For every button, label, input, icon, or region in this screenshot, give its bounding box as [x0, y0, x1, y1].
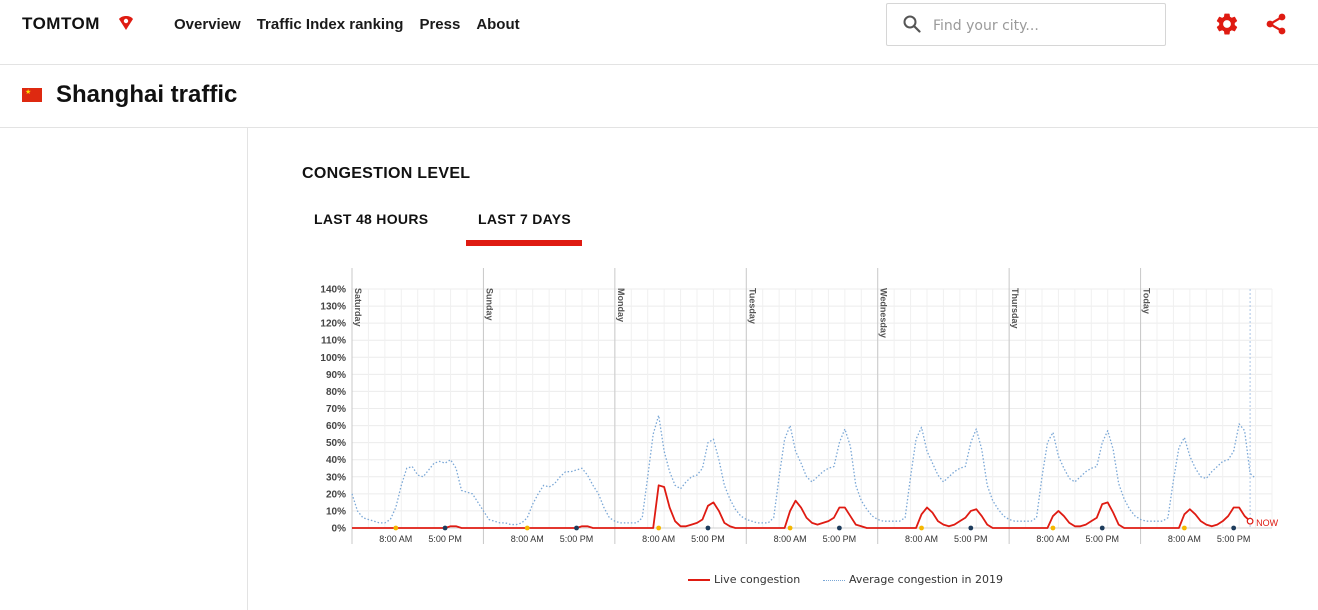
- y-tick-label: 140%: [320, 285, 346, 296]
- x-tick-label: 8:00 AM: [774, 534, 807, 544]
- nav-traffic-index-ranking[interactable]: Traffic Index ranking: [256, 16, 404, 33]
- legend-live-label: Live congestion: [714, 573, 801, 586]
- top-navigation-bar: TOMTOM Overview Traffic Index ranking Pr…: [0, 0, 1318, 65]
- morning-peak-marker: [524, 525, 530, 531]
- active-tab-indicator: [466, 240, 582, 246]
- y-tick-label: 10%: [326, 506, 346, 517]
- day-label: Sunday: [484, 288, 494, 321]
- legend-live: Live congestion: [688, 573, 800, 586]
- evening-peak-marker: [968, 525, 974, 531]
- x-tick-label: 8:00 AM: [1036, 534, 1069, 544]
- nav-overview[interactable]: Overview: [174, 16, 241, 33]
- city-title-bar: ★ Shanghai traffic: [0, 65, 1318, 128]
- evening-peak-marker: [705, 525, 711, 531]
- evening-peak-marker: [1231, 525, 1237, 531]
- evening-peak-marker: [574, 525, 579, 531]
- search-icon: [903, 15, 921, 33]
- morning-peak-marker: [1050, 525, 1056, 531]
- x-tick-label: 5:00 PM: [954, 534, 988, 544]
- x-tick-label: 5:00 PM: [428, 534, 462, 544]
- legend-avg-swatch: [823, 579, 845, 581]
- x-tick-label: 8:00 AM: [905, 534, 938, 544]
- day-label: Tuesday: [747, 288, 757, 324]
- evening-peak-marker: [1099, 525, 1105, 531]
- nav-press[interactable]: Press: [419, 16, 461, 33]
- y-tick-label: 60%: [326, 421, 346, 432]
- day-label: Thursday: [1010, 288, 1020, 329]
- congestion-chart: 0% 10% 20% 30% 40% 50% 60% 70% 80% 90% 100% 110% 120…: [320, 268, 1279, 544]
- nav-about[interactable]: About: [476, 16, 520, 33]
- y-tick-label: 130%: [320, 302, 346, 313]
- tomtom-logo-icon: [119, 16, 133, 30]
- column-divider: [247, 128, 248, 610]
- legend-avg-label: Average congestion in 2019: [849, 573, 1003, 586]
- morning-peak-marker: [919, 525, 924, 531]
- x-tick-label: 5:00 PM: [823, 534, 857, 544]
- now-label: NOW: [1256, 518, 1279, 528]
- section-title: CONGESTION LEVEL: [302, 165, 471, 182]
- morning-peak-marker: [656, 525, 662, 531]
- y-tick-label: 50%: [326, 438, 346, 449]
- china-flag-icon: ★: [22, 88, 42, 102]
- morning-peak-marker: [787, 525, 793, 531]
- y-tick-label: 20%: [326, 489, 346, 500]
- gear-icon[interactable]: [1214, 11, 1240, 37]
- y-tick-label: 0%: [332, 524, 347, 535]
- series-line-average-congestion: [351, 414, 1257, 526]
- city-search-input[interactable]: [933, 14, 1153, 38]
- x-tick-label: 8:00 AM: [642, 534, 675, 544]
- tab-last-7-days[interactable]: LAST 7 DAYS: [478, 211, 572, 227]
- legend-avg: Average congestion in 2019: [823, 573, 1003, 586]
- evening-peak-marker: [442, 525, 448, 531]
- x-tick-label: 5:00 PM: [691, 534, 725, 544]
- y-tick-label: 30%: [326, 472, 346, 483]
- y-tick-label: 110%: [321, 336, 346, 347]
- x-tick-label: 8:00 AM: [1168, 534, 1201, 544]
- morning-peak-marker: [393, 525, 399, 531]
- x-tick-label: 8:00 AM: [511, 534, 544, 544]
- morning-peak-marker: [1181, 525, 1187, 531]
- day-label: Saturday: [353, 288, 363, 327]
- evening-peak-marker: [836, 525, 842, 531]
- day-label: Today: [1142, 288, 1152, 314]
- share-icon[interactable]: [1264, 12, 1288, 36]
- x-tick-label: 5:00 PM: [560, 534, 594, 544]
- tab-last-48-hours[interactable]: LAST 48 HOURS: [314, 211, 429, 227]
- y-tick-label: 40%: [326, 455, 346, 466]
- main-nav: Overview Traffic Index ranking Press Abo…: [174, 16, 520, 33]
- now-marker: [1246, 517, 1254, 525]
- x-tick-label: 8:00 AM: [379, 534, 412, 544]
- page-title: Shanghai traffic: [56, 81, 238, 108]
- x-tick-label: 5:00 PM: [1217, 534, 1251, 544]
- x-tick-label: 5:00 PM: [1085, 534, 1119, 544]
- day-label: Monday: [616, 288, 626, 322]
- city-search-box: [886, 3, 1166, 46]
- y-tick-label: 80%: [326, 387, 346, 398]
- tomtom-logo[interactable]: TOMTOM: [22, 14, 100, 33]
- y-tick-label: 120%: [320, 319, 346, 330]
- day-label: Wednesday: [879, 288, 889, 338]
- series-line-live-congestion: [352, 484, 1251, 529]
- y-tick-label: 100%: [320, 353, 346, 364]
- legend-live-swatch: [688, 579, 710, 581]
- y-tick-label: 70%: [326, 404, 346, 415]
- y-tick-label: 90%: [326, 370, 346, 381]
